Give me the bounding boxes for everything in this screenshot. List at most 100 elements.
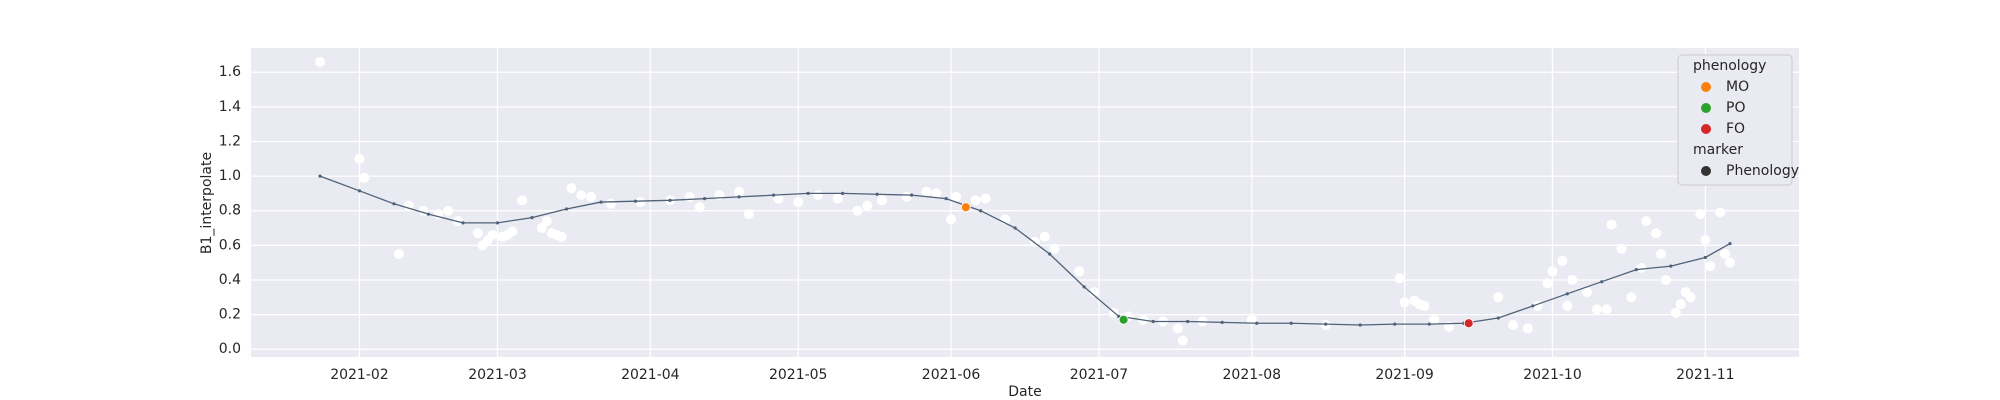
raw-point xyxy=(315,56,326,67)
raw-point xyxy=(1641,216,1652,227)
x-tick-label: 2021-04 xyxy=(621,367,680,383)
raw-point xyxy=(684,191,695,202)
raw-point xyxy=(970,195,981,206)
line-dot xyxy=(530,216,534,220)
raw-point xyxy=(1626,292,1637,303)
x-tick-label: 2021-06 xyxy=(922,367,981,383)
x-tick-label: 2021-10 xyxy=(1523,367,1582,383)
phenology-point xyxy=(960,202,971,213)
line-dot xyxy=(564,207,569,211)
x-tick-label: 2021-07 xyxy=(1070,367,1129,383)
line-dot xyxy=(318,174,322,178)
raw-point xyxy=(576,190,587,201)
line-dot xyxy=(1393,322,1397,326)
line-dot xyxy=(1600,280,1604,284)
raw-point xyxy=(517,195,528,206)
legend-swatch xyxy=(1701,166,1711,176)
line-dot xyxy=(357,189,362,193)
line-dot xyxy=(806,191,810,196)
line-dot xyxy=(1324,322,1328,326)
y-tick-label: 1.4 xyxy=(219,99,241,115)
legend-title: phenology xyxy=(1693,58,1766,74)
raw-point xyxy=(1522,323,1533,334)
raw-point xyxy=(1705,261,1716,272)
legend-swatch xyxy=(1701,103,1711,113)
raw-point xyxy=(812,190,823,201)
line-dot xyxy=(1117,314,1121,318)
legend-swatch xyxy=(1701,124,1711,134)
raw-point xyxy=(359,172,370,183)
y-tick-label: 0.6 xyxy=(219,237,241,253)
line-dot xyxy=(1151,319,1155,324)
line-dot xyxy=(702,197,707,201)
line-dot xyxy=(944,197,948,201)
raw-point xyxy=(354,153,365,164)
line-dot xyxy=(1703,255,1707,260)
raw-point xyxy=(921,186,932,197)
line-dot xyxy=(1531,304,1535,308)
line-dot xyxy=(1186,319,1190,324)
raw-point xyxy=(1089,287,1100,298)
x-tick-label: 2021-09 xyxy=(1375,367,1434,383)
raw-point xyxy=(1591,304,1602,315)
raw-point xyxy=(1700,235,1711,246)
raw-point xyxy=(1547,266,1558,277)
raw-point xyxy=(507,226,518,237)
legend-label: PO xyxy=(1726,100,1745,116)
raw-point xyxy=(443,205,454,216)
line-dot xyxy=(771,193,776,197)
raw-point xyxy=(1636,262,1647,273)
raw-point xyxy=(832,193,843,204)
raw-point xyxy=(1685,292,1696,303)
raw-point xyxy=(586,191,597,202)
raw-point xyxy=(734,186,745,197)
y-tick-label: 1.2 xyxy=(219,133,241,149)
raw-point xyxy=(635,197,646,208)
raw-point xyxy=(536,223,547,234)
raw-point xyxy=(1557,255,1568,266)
raw-point xyxy=(1660,274,1671,285)
legend-label: Phenology xyxy=(1726,163,1799,179)
raw-point xyxy=(1039,231,1050,242)
legend-swatch xyxy=(1701,82,1711,92)
line-dot xyxy=(1728,242,1732,246)
y-tick-label: 0.8 xyxy=(219,203,241,219)
raw-point xyxy=(605,198,616,209)
line-dot xyxy=(1220,320,1224,324)
raw-point xyxy=(1715,207,1726,218)
raw-point xyxy=(743,209,754,220)
legend-label: FO xyxy=(1726,121,1745,137)
line-dot xyxy=(599,200,603,204)
raw-point xyxy=(1074,266,1085,277)
raw-point xyxy=(852,205,863,216)
raw-point xyxy=(773,193,784,204)
phenology-point xyxy=(1463,318,1474,329)
raw-point xyxy=(793,197,804,208)
raw-point xyxy=(1606,219,1617,230)
raw-point xyxy=(946,214,957,225)
x-tick-label: 2021-08 xyxy=(1223,367,1282,383)
raw-point xyxy=(1582,287,1593,298)
x-tick-label: 2021-03 xyxy=(468,367,527,383)
line-dot xyxy=(1255,321,1259,325)
raw-point xyxy=(1567,274,1578,285)
raw-point xyxy=(1601,304,1612,315)
legend-title: marker xyxy=(1693,142,1743,158)
x-tick-label: 2021-11 xyxy=(1676,367,1735,383)
interpolated-line xyxy=(319,175,1731,326)
raw-point xyxy=(950,191,961,202)
y-tick-label: 1.0 xyxy=(219,168,241,184)
raw-point xyxy=(1655,249,1666,259)
line-dot xyxy=(392,202,396,206)
line-dot xyxy=(1289,321,1293,325)
raw-point xyxy=(1049,243,1060,254)
raw-point xyxy=(472,228,483,239)
raw-point xyxy=(877,195,888,206)
line-dot xyxy=(495,221,500,225)
legend-label: MO xyxy=(1726,79,1749,95)
line-dot xyxy=(1427,322,1431,326)
line-dot xyxy=(1496,316,1500,320)
line-dot xyxy=(1634,267,1638,272)
raw-point xyxy=(980,193,991,204)
line-dot xyxy=(1358,323,1362,327)
